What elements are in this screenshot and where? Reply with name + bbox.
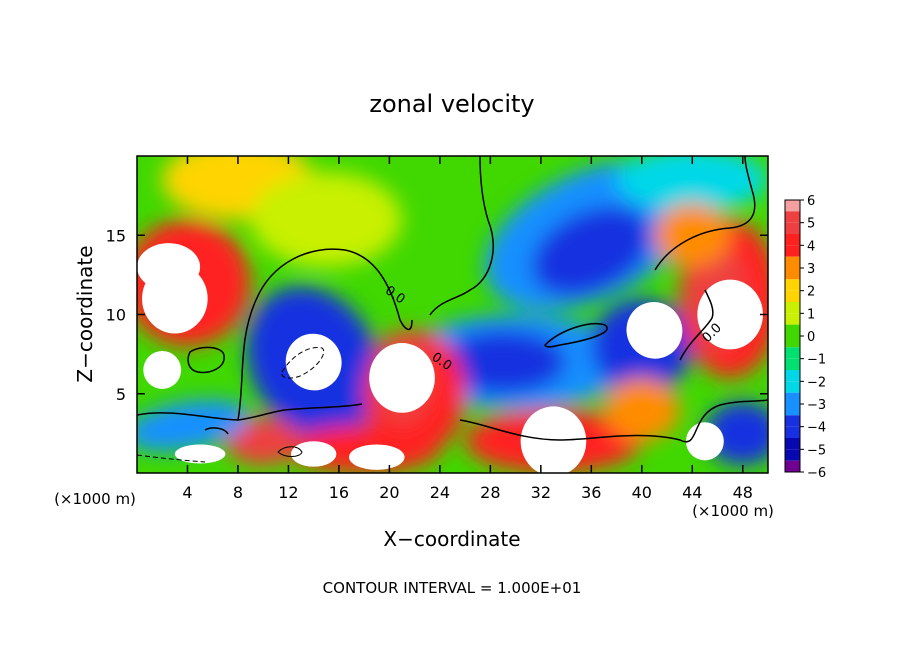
x-axis: 4 8 12 16 20 24 28 32 36 40 44 48 — [182, 156, 753, 502]
out-of-range-region — [626, 302, 683, 359]
colorbar-swatch — [785, 336, 800, 348]
colorbar-swatch — [785, 313, 800, 325]
contour-line-zero — [187, 346, 225, 374]
colorbar-swatch — [785, 381, 800, 393]
colorbar-swatch — [785, 347, 800, 359]
out-of-range-region — [174, 444, 226, 464]
field-patch — [250, 171, 403, 267]
x-tick-label: 24 — [430, 483, 450, 502]
contour-line-zero — [429, 156, 494, 316]
out-of-range-region — [697, 279, 763, 350]
colorbar-swatch — [785, 358, 800, 370]
colorbar-swatch — [785, 279, 800, 291]
contour-lines — [137, 156, 768, 463]
contour-line-negative — [277, 446, 303, 457]
field-patch — [439, 330, 567, 394]
colorbar-swatch — [785, 211, 800, 223]
x-tick-label: 48 — [733, 483, 753, 502]
contour-line-zero — [237, 403, 363, 421]
field-patch — [225, 417, 302, 466]
colorbar-tick-label: 6 — [807, 194, 815, 209]
y-tick-label: 15 — [106, 226, 126, 245]
colorbar-tick-label: −3 — [807, 398, 826, 413]
colorbar-swatch — [785, 404, 800, 416]
colorbar-tick-label: 1 — [807, 307, 815, 322]
colorbar-tick-label: −1 — [807, 353, 826, 368]
colorbar-swatch — [785, 222, 800, 234]
x-tick-label: 36 — [581, 483, 601, 502]
colorbar-swatch — [785, 460, 800, 472]
colorbar-swatch — [785, 426, 800, 438]
colorbar-swatch — [785, 256, 800, 268]
x-unit-label-left: (×1000 m) — [54, 490, 136, 508]
contour-line-zero — [679, 289, 714, 361]
x-tick-label: 32 — [531, 483, 551, 502]
colorbar-tick-label: −2 — [807, 375, 826, 390]
colorbar-tick-label: −4 — [807, 421, 826, 436]
y-tick-label: 5 — [116, 385, 126, 404]
colorbar-tick-label: 5 — [807, 217, 815, 232]
colorbar-swatch — [785, 200, 800, 212]
contour-line-negative — [137, 454, 206, 463]
x-tick-label: 8 — [233, 483, 243, 502]
contour-line-zero — [654, 156, 756, 271]
x-axis-title: X−coordinate — [383, 527, 520, 551]
y-axis: 5 10 15 — [106, 226, 768, 404]
contour-interval-label: CONTOUR INTERVAL = 1.000E+01 — [323, 579, 582, 597]
x-tick-label: 16 — [329, 483, 349, 502]
colorbar-tick-label: 3 — [807, 262, 815, 277]
colorbar-tick-label: −6 — [807, 466, 826, 481]
field-patch — [616, 156, 768, 212]
out-of-range-region — [143, 350, 182, 389]
x-tick-label: 28 — [480, 483, 500, 502]
x-tick-label: 4 — [182, 483, 192, 502]
contour-line-zero — [459, 399, 768, 443]
field-patch — [654, 203, 731, 267]
field-patch — [603, 377, 680, 442]
colorbar-swatch — [785, 245, 800, 257]
out-of-range-region — [290, 441, 337, 467]
colorbar-tick-label: 4 — [807, 239, 815, 254]
colorbar-swatch — [785, 370, 800, 382]
out-of-range-region — [685, 422, 724, 461]
colorbar-swatch — [785, 302, 800, 314]
colorbar-swatch — [785, 324, 800, 336]
colorbar-swatch — [785, 268, 800, 280]
out-of-range-region — [520, 406, 587, 473]
plot-area: 0.00.00.0 — [137, 156, 768, 473]
colorbar: 6 5 4 3 2 1 0 −1 −2 −3 −4 −5 −6 — [784, 194, 826, 481]
colorbar-swatch — [785, 415, 800, 427]
x-unit-label-right: (×1000 m) — [692, 502, 774, 520]
y-axis-title: Z−coordinate — [73, 245, 97, 382]
x-tick-label: 20 — [379, 483, 399, 502]
colorbar-tick-label: 0 — [807, 330, 815, 345]
colorbar-tick-label: 2 — [807, 285, 815, 300]
colorbar-swatch — [785, 438, 800, 450]
colorbar-swatch — [785, 449, 800, 461]
colorbar-swatch — [785, 392, 800, 404]
colorbar-swatch — [785, 290, 800, 302]
out-of-range-region — [369, 343, 435, 413]
contour-line-zero — [137, 248, 413, 421]
x-tick-label: 40 — [632, 483, 652, 502]
out-of-range-region — [349, 444, 405, 470]
x-tick-label: 12 — [278, 483, 298, 502]
field-patch — [531, 206, 651, 296]
y-tick-label: 10 — [106, 306, 126, 325]
chart-title: zonal velocity — [369, 90, 534, 118]
contour-line-zero — [544, 323, 608, 348]
out-of-range-region — [137, 243, 201, 291]
contour-line-zero — [204, 427, 229, 435]
colorbar-frame — [784, 199, 801, 473]
x-tick-label: 44 — [682, 483, 702, 502]
contour-line-negative — [281, 346, 325, 379]
colorbar-tick-label: −5 — [807, 443, 826, 458]
colorbar-swatch — [785, 234, 800, 246]
